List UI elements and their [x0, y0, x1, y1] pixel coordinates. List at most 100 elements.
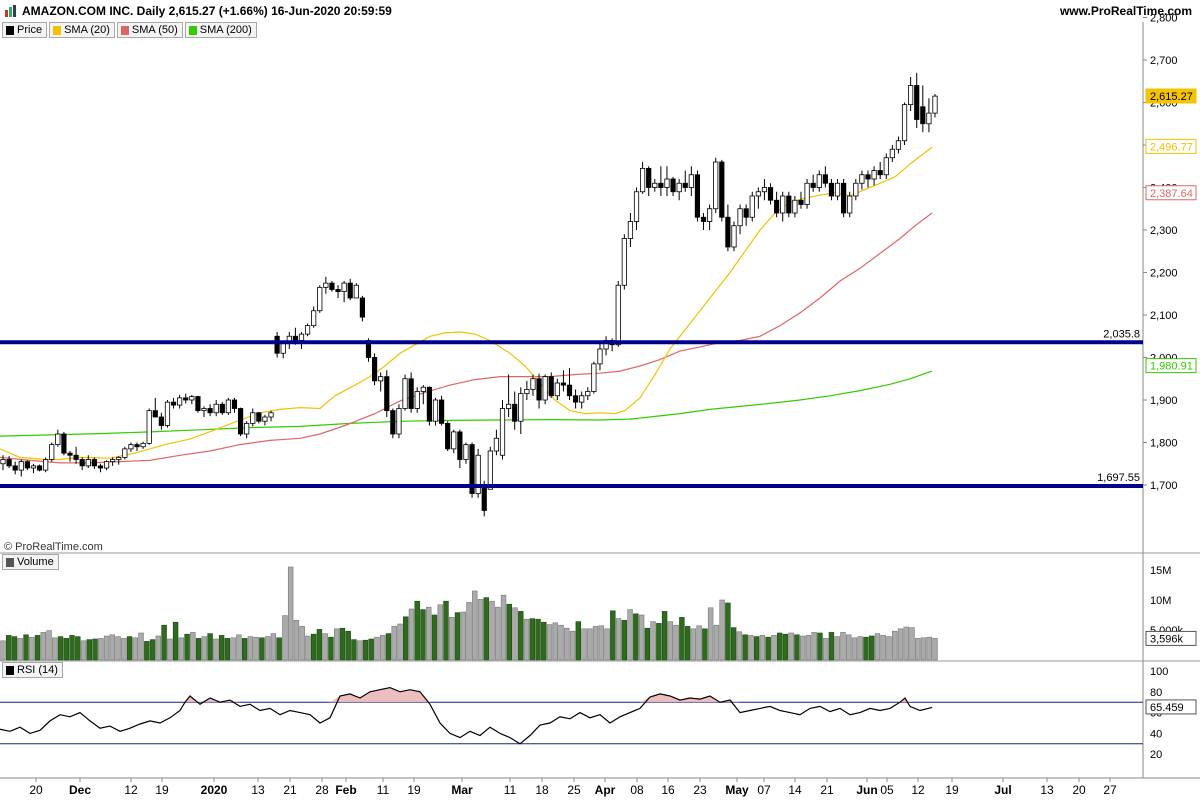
volume-bar [352, 640, 357, 660]
candle-body [774, 200, 778, 213]
volume-bar [795, 635, 800, 660]
candle [80, 457, 84, 470]
volume-bar [507, 604, 512, 660]
candle [43, 457, 47, 472]
candle [720, 160, 724, 222]
candle-body [62, 434, 66, 453]
sma-20-line [0, 147, 932, 459]
volume-bar [910, 628, 915, 660]
candle-body [659, 183, 663, 187]
candle-body [80, 460, 84, 466]
volume-bar [47, 631, 52, 660]
volume-bar [708, 608, 713, 660]
volume-bar [662, 611, 667, 660]
candle-body [634, 192, 638, 222]
candle-body [214, 404, 218, 413]
candle-body [787, 196, 791, 213]
volume-bar [737, 632, 742, 660]
candle-body [208, 409, 212, 413]
candle [202, 406, 206, 417]
volume-bar [772, 635, 777, 660]
candle [872, 166, 876, 185]
candle [604, 336, 608, 355]
rsi-panel-label[interactable]: RSI (14) [2, 662, 63, 678]
volume-bar [536, 619, 541, 660]
candle-body [311, 311, 315, 326]
candle [470, 443, 474, 498]
candle [793, 196, 797, 217]
time-tick-label: 28 [315, 783, 329, 797]
candle-body [714, 162, 718, 209]
time-tick-label: 18 [535, 783, 549, 797]
candle-body [689, 175, 693, 188]
volume-bar [829, 632, 834, 660]
volume-bar [52, 638, 57, 660]
candle-body [25, 462, 29, 468]
candle [464, 443, 468, 464]
candle [890, 145, 894, 162]
candle [74, 447, 78, 464]
candle [165, 400, 169, 428]
volume-bar [587, 629, 592, 660]
time-tick-label: 13 [251, 783, 265, 797]
candle [714, 158, 718, 213]
candle-body [226, 400, 230, 413]
candle-body [336, 290, 340, 292]
candle [13, 462, 17, 475]
volume-bar [720, 600, 725, 660]
candle-body [738, 209, 742, 226]
candle [677, 179, 681, 200]
volume-bar [461, 612, 466, 660]
candle-body [104, 462, 108, 468]
volume-bar [70, 635, 75, 660]
candle-body [799, 200, 803, 204]
level-label: 2,035.8 [1103, 328, 1140, 340]
time-tick-label: 19 [155, 783, 169, 797]
volume-bar [858, 637, 863, 660]
candle-body [811, 183, 815, 187]
candle-body [92, 460, 96, 466]
volume-bar [725, 603, 730, 660]
candle [500, 400, 504, 460]
volume-bar [357, 641, 362, 660]
candle [494, 430, 498, 456]
volume-bar [898, 629, 903, 660]
sma-50-line [0, 213, 932, 463]
volume-bar [685, 626, 690, 660]
rsi-overbought-fill [0, 688, 932, 703]
candle [123, 447, 127, 460]
candle-body [141, 443, 145, 446]
volume-bar [144, 641, 149, 660]
volume-bar [714, 625, 719, 660]
time-tick-label: Dec [69, 783, 91, 797]
price-tick-label: 1,800 [1150, 438, 1178, 450]
volume-bar [1, 641, 6, 660]
candle-body [622, 239, 626, 286]
candle-body [244, 423, 248, 434]
candle-body [653, 183, 657, 187]
candle [445, 421, 449, 451]
candle-body [866, 175, 870, 179]
volume-bar [800, 636, 805, 660]
candle-body [512, 404, 516, 421]
volume-bar [29, 637, 34, 660]
volume-bar [179, 638, 184, 660]
candle [854, 179, 858, 200]
candle [567, 368, 571, 400]
candle [586, 387, 590, 400]
volume-bar [639, 615, 644, 660]
volume-bar [150, 640, 155, 660]
candle [732, 222, 736, 252]
time-tick-label: 14 [788, 783, 802, 797]
volume-panel-label[interactable]: Volume [2, 554, 59, 570]
volume-bar [35, 635, 40, 660]
candle-body [50, 445, 54, 460]
price-tick-label: 1,900 [1150, 395, 1178, 407]
volume-bar [783, 634, 788, 660]
candle-body [305, 326, 309, 335]
volume-bar [6, 635, 11, 660]
candle-body [519, 394, 523, 422]
candle-body [318, 287, 322, 310]
volume-bar [691, 629, 696, 660]
